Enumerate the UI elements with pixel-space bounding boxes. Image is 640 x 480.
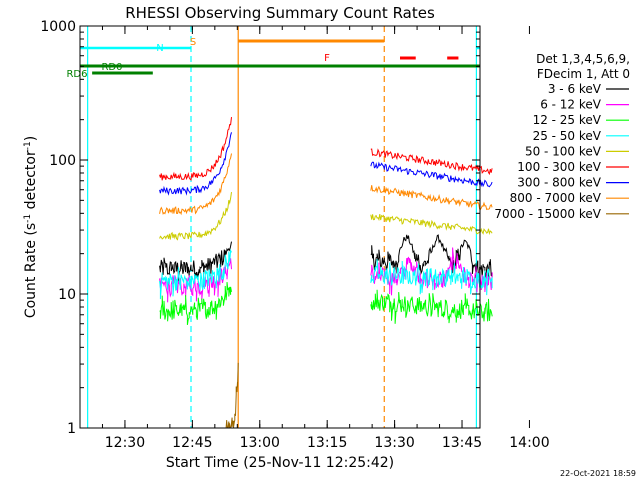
flag-label-rd0: RD0	[101, 62, 122, 73]
x-axis-label: Start Time (25-Nov-11 12:25:42)	[166, 455, 394, 471]
y-tick-label-1: 1	[67, 421, 76, 437]
chart-title: RHESSI Observing Summary Count Rates	[125, 4, 435, 22]
series-7000-15000-kev-segment-1	[224, 362, 239, 429]
y-tick-label-3: 100	[49, 153, 76, 169]
x-tick-label-1: 12:30	[105, 435, 145, 451]
legend-label-3-6-kev: 3 - 6 keV	[548, 82, 602, 96]
y-tick-label-2: 10	[58, 287, 76, 303]
series-12-25-kev-segment-2	[370, 289, 493, 324]
series-50-100-kev-segment-1	[159, 192, 232, 241]
series-25-50-kev-segment-2	[370, 259, 493, 296]
flag-label-n: N	[156, 43, 163, 54]
legend-label-7000-15000-kev: 7000 - 15000 keV	[494, 207, 601, 221]
legend: Det 1,3,4,5,6,9, FDecim 1, Att 0 3 - 6 k…	[494, 52, 630, 221]
legend-label-100-300-kev: 100 - 300 keV	[517, 160, 601, 174]
series-800-7000-kev-segment-1	[159, 153, 232, 216]
legend-title-line-1: Det 1,3,4,5,6,9,	[536, 52, 630, 66]
plot-frame	[79, 25, 481, 429]
series-100-300-kev-segment-1	[159, 117, 232, 181]
series-300-800-kev-segment-2	[370, 161, 493, 188]
x-axis: 12:30 12:45 13:00 13:15 13:30 13:45 14:00	[79, 26, 550, 451]
series-300-800-kev-segment-1	[159, 132, 232, 196]
x-tick-label-4: 13:15	[307, 435, 347, 451]
y-axis-label: Count Rate (s-1 detector-1)	[23, 136, 39, 318]
series-3-6-kev-segment-1	[159, 241, 232, 283]
x-tick-label-7: 14:00	[509, 435, 549, 451]
flag-label-f: F	[324, 53, 330, 64]
series-25-50-kev-segment-1	[159, 248, 232, 300]
legend-label-25-50-kev: 25 - 50 keV	[533, 129, 602, 143]
legend-label-300-800-kev: 300 - 800 keV	[517, 176, 601, 190]
legend-label-50-100-kev: 50 - 100 keV	[525, 144, 602, 158]
legend-title-line-2: FDecim 1, Att 0	[537, 67, 630, 81]
flag-label-s: S	[190, 37, 196, 48]
y-tick-label-4: 1000	[40, 19, 76, 35]
series-50-100-kev-segment-2	[370, 214, 493, 236]
x-tick-label-2: 12:45	[172, 435, 212, 451]
legend-label-6-12-kev: 6 - 12 keV	[540, 98, 602, 112]
x-tick-label-3: 13:00	[240, 435, 280, 451]
plot-area: N S F RD0 RD6	[66, 26, 493, 429]
series-800-7000-kev-segment-2	[370, 185, 493, 211]
series-3-6-kev-segment-2	[370, 234, 493, 282]
x-tick-label-5: 13:30	[374, 435, 414, 451]
legend-label-800-7000-kev: 800 - 7000 keV	[510, 191, 602, 205]
series-100-300-kev-segment-2	[370, 148, 493, 176]
y-axis: 1 10 100 1000	[40, 19, 480, 437]
flag-label-rd6: RD6	[66, 69, 87, 80]
legend-label-12-25-kev: 12 - 25 keV	[533, 113, 602, 127]
series-12-25-kev-segment-1	[159, 282, 232, 325]
timestamp: 22-Oct-2021 18:59	[560, 469, 636, 478]
x-tick-label-6: 13:45	[442, 435, 482, 451]
